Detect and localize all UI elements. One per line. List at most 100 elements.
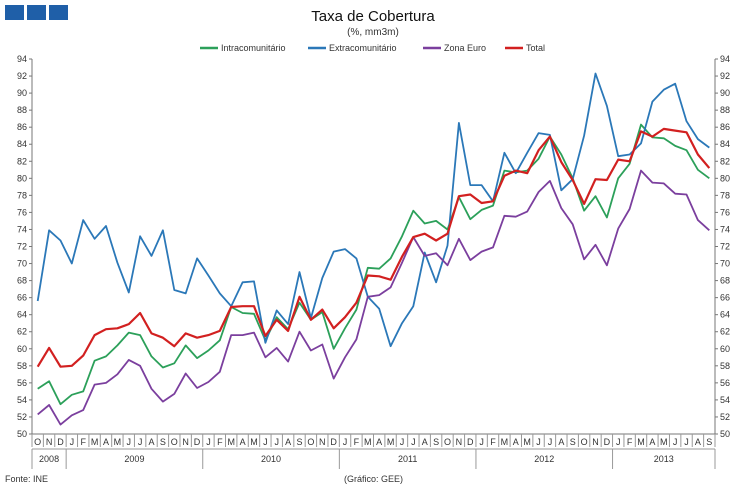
y-tick-label-right: 88 — [720, 105, 730, 115]
y-tick-label-right: 84 — [720, 139, 730, 149]
month-label: D — [604, 437, 611, 447]
month-label: O — [581, 437, 588, 447]
month-label: M — [364, 437, 372, 447]
month-label: M — [250, 437, 258, 447]
legend-label: Extracomunitário — [329, 43, 397, 53]
y-tick-label: 52 — [17, 412, 27, 422]
series-line-zona-euro — [37, 169, 710, 426]
y-tick-label-right: 50 — [720, 429, 730, 439]
y-tick-label: 76 — [17, 207, 27, 217]
y-tick-label: 50 — [17, 429, 27, 439]
logo-square-icon — [49, 5, 68, 20]
month-label: D — [57, 437, 64, 447]
month-label: N — [319, 437, 326, 447]
month-label: A — [422, 437, 428, 447]
y-tick-label-right: 56 — [720, 378, 730, 388]
month-label: F — [354, 437, 360, 447]
month-label: J — [206, 437, 211, 447]
y-tick-label-right: 72 — [720, 242, 730, 252]
month-label: M — [501, 437, 509, 447]
month-label: M — [637, 437, 645, 447]
y-tick-label-right: 80 — [720, 173, 730, 183]
y-tick-label: 74 — [17, 224, 27, 234]
y-tick-label-right: 66 — [720, 293, 730, 303]
month-label: S — [570, 437, 576, 447]
y-tick-label-right: 76 — [720, 207, 730, 217]
year-label: 2009 — [124, 454, 144, 464]
legend-label: Total — [526, 43, 545, 53]
month-label: A — [695, 437, 701, 447]
y-tick-label: 64 — [17, 310, 27, 320]
month-label: J — [70, 437, 75, 447]
y-tick-label: 92 — [17, 71, 27, 81]
month-label: A — [149, 437, 155, 447]
month-label: M — [114, 437, 122, 447]
logo-square-icon — [5, 5, 24, 20]
legend-label: Intracomunitário — [221, 43, 286, 53]
y-tick-label-right: 90 — [720, 88, 730, 98]
month-label: A — [649, 437, 655, 447]
chart-subtitle: (%, mm3m) — [347, 27, 399, 38]
month-label: J — [343, 437, 348, 447]
month-label: M — [660, 437, 668, 447]
month-label: D — [467, 437, 474, 447]
y-tick-label-right: 70 — [720, 259, 730, 269]
y-tick-label-right: 64 — [720, 310, 730, 320]
month-label: A — [103, 437, 109, 447]
year-label: 2012 — [534, 454, 554, 464]
month-label: A — [558, 437, 564, 447]
series-line-extracomunit-rio — [36, 72, 710, 348]
graphic-credit: (Gráfico: GEE) — [344, 474, 404, 484]
y-tick-label-right: 62 — [720, 327, 730, 337]
month-label: S — [433, 437, 439, 447]
month-label: J — [138, 437, 143, 447]
y-tick-label-right: 60 — [720, 344, 730, 354]
month-label: J — [684, 437, 689, 447]
month-label: S — [297, 437, 303, 447]
month-label: A — [240, 437, 246, 447]
chart-title: Taxa de Cobertura — [311, 8, 435, 25]
y-tick-label-right: 86 — [720, 122, 730, 132]
y-tick-label: 78 — [17, 190, 27, 200]
year-label: 2010 — [261, 454, 281, 464]
month-label: O — [307, 437, 314, 447]
month-label: N — [46, 437, 53, 447]
month-label: F — [627, 437, 633, 447]
y-tick-label-right: 54 — [720, 395, 730, 405]
month-label: J — [673, 437, 678, 447]
y-tick-label-right: 52 — [720, 412, 730, 422]
month-label: N — [182, 437, 189, 447]
month-label: M — [227, 437, 235, 447]
month-label: M — [523, 437, 531, 447]
y-tick-label: 72 — [17, 242, 27, 252]
source-note: Fonte: INE — [5, 474, 49, 484]
month-label: J — [274, 437, 279, 447]
y-tick-label: 70 — [17, 259, 27, 269]
month-label: J — [548, 437, 553, 447]
month-label: J — [263, 437, 268, 447]
month-label: S — [160, 437, 166, 447]
y-tick-label-right: 68 — [720, 276, 730, 286]
month-label: M — [387, 437, 395, 447]
month-label: O — [444, 437, 451, 447]
y-tick-label-right: 92 — [720, 71, 730, 81]
y-tick-label-right: 58 — [720, 361, 730, 371]
y-tick-label-right: 82 — [720, 156, 730, 166]
month-label: J — [411, 437, 416, 447]
month-label: A — [285, 437, 291, 447]
y-tick-label: 84 — [17, 139, 27, 149]
y-tick-label: 66 — [17, 293, 27, 303]
month-label: O — [171, 437, 178, 447]
month-label: J — [479, 437, 484, 447]
month-label: M — [91, 437, 99, 447]
y-tick-label-right: 94 — [720, 54, 730, 64]
y-tick-label: 62 — [17, 327, 27, 337]
y-tick-label: 94 — [17, 54, 27, 64]
y-tick-label: 68 — [17, 276, 27, 286]
month-label: A — [376, 437, 382, 447]
series-line-total — [36, 127, 711, 368]
month-label: A — [513, 437, 519, 447]
legend-label: Zona Euro — [444, 43, 486, 53]
y-tick-label: 90 — [17, 88, 27, 98]
